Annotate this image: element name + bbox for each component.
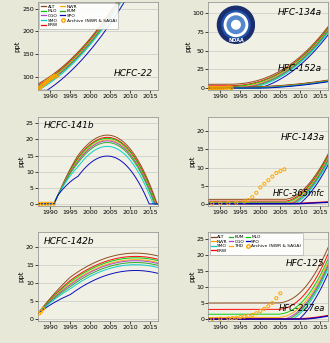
Point [218,316,223,321]
Point [48,201,53,206]
Point [51,201,56,206]
Point [45,201,50,206]
Y-axis label: ppt: ppt [189,155,195,167]
Point [47,77,52,83]
Point [270,300,275,306]
Text: HFC-125: HFC-125 [286,259,325,268]
Point [229,85,234,91]
Point [234,200,239,205]
Point [41,306,46,311]
Point [227,85,232,90]
Point [226,200,231,206]
Point [37,311,42,316]
Point [217,85,222,91]
Text: HCFC-142b: HCFC-142b [44,237,95,246]
Point [262,306,267,311]
Point [207,85,212,91]
Point [234,315,239,321]
Point [49,75,54,80]
Point [38,85,43,90]
Text: HCFC-22: HCFC-22 [114,69,153,78]
Point [45,79,50,84]
Point [43,79,49,85]
Point [221,85,226,91]
Point [258,308,263,314]
Point [230,315,235,321]
Point [37,86,42,91]
Point [219,85,224,91]
Point [242,314,247,319]
Point [42,81,48,86]
Point [53,74,59,80]
Legend: ALT, MLO, CGO, SMO, BRW, NWR, KUM, SPO, Archive (NWR & SAGA): ALT, MLO, CGO, SMO, BRW, NWR, KUM, SPO, … [39,3,118,29]
Point [37,201,42,206]
Point [250,312,255,318]
Legend: ALT, NWR, SMO, BRW, KUM, CGO, THD, MLO, SPO, Archive (NWR & SAGA): ALT, NWR, SMO, BRW, KUM, CGO, THD, MLO, … [210,234,303,255]
Point [254,190,259,196]
Text: HCFC-141b: HCFC-141b [44,121,95,130]
Point [250,194,255,200]
Point [246,313,251,319]
Point [274,295,279,301]
Point [223,85,228,91]
Y-axis label: ppt: ppt [189,271,195,282]
Point [278,291,283,296]
Point [266,304,271,309]
Text: HFC-365mfc: HFC-365mfc [273,189,325,198]
Point [213,85,218,91]
Point [242,199,247,204]
Point [55,73,61,78]
Point [246,197,251,203]
Point [41,82,46,87]
Point [210,201,215,206]
Y-axis label: ppt: ppt [18,271,24,282]
Point [254,310,259,316]
Text: HFC-152a: HFC-152a [278,64,322,73]
Point [266,177,271,183]
Point [50,74,56,80]
Text: HFC-143a: HFC-143a [280,133,325,142]
Point [209,85,214,91]
Y-axis label: ppt: ppt [15,40,21,52]
Text: HFC-134a: HFC-134a [278,8,322,17]
Point [52,73,57,79]
Point [270,174,275,179]
Point [215,85,220,91]
Point [274,170,279,176]
Point [210,316,215,322]
Point [258,185,263,190]
Point [218,201,223,206]
Point [39,83,45,88]
Point [39,201,45,206]
Point [278,168,283,174]
Y-axis label: ppt: ppt [18,155,24,167]
Point [211,85,216,91]
Point [225,85,230,90]
Point [282,167,287,172]
Point [238,315,243,320]
Point [39,309,44,315]
Point [43,201,48,206]
Point [262,181,267,187]
Point [226,316,231,321]
Point [48,76,53,81]
Text: HFC-227ea: HFC-227ea [279,304,325,313]
Y-axis label: ppt: ppt [185,40,191,52]
